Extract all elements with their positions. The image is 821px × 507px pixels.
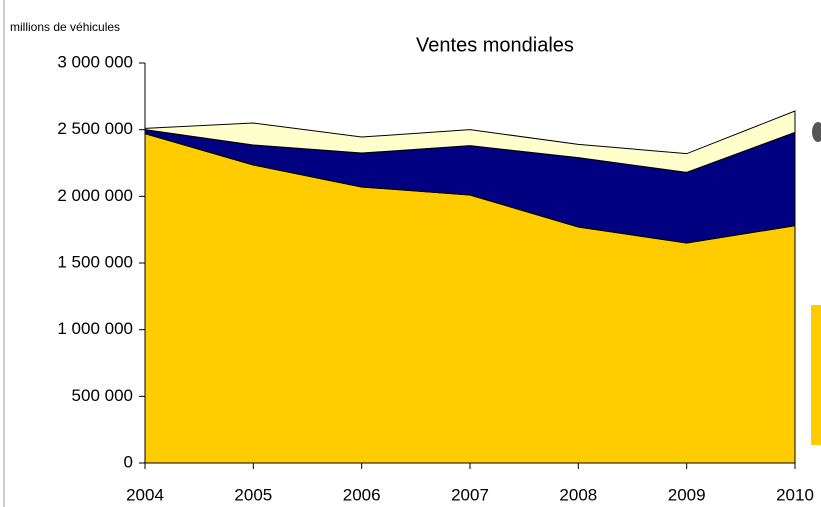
x-tick-label: 2007 (451, 485, 489, 504)
y-tick-label: 3 000 000 (57, 52, 133, 71)
y-tick-label: 500 000 (72, 386, 133, 405)
x-tick-label: 2009 (668, 485, 706, 504)
y-tick-label: 0 (124, 452, 133, 471)
x-tick-label: 2008 (559, 485, 597, 504)
x-tick-label: 2006 (343, 485, 381, 504)
y-tick-label: 2 000 000 (57, 186, 133, 205)
y-tick-label: 2 500 000 (57, 119, 133, 138)
side-image (812, 122, 821, 142)
y-axis-label: millions de véhicules (10, 20, 120, 34)
area (144, 110, 796, 173)
x-tick-label: 2010 (776, 485, 814, 504)
chart-title: Ventes mondiales (416, 34, 574, 56)
side-decoration (811, 305, 821, 445)
y-tick-label: 1 500 000 (57, 252, 133, 271)
y-tick-label: 1 000 000 (57, 319, 133, 338)
x-tick-label: 2005 (234, 485, 272, 504)
x-tick-label: 2004 (126, 485, 164, 504)
